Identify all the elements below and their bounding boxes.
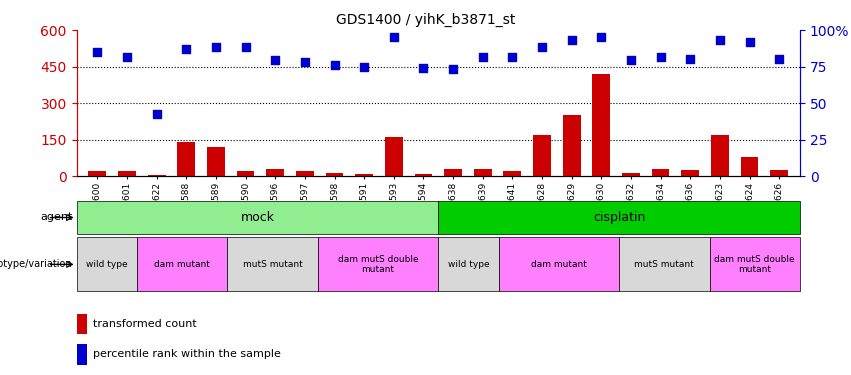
Bar (444, 170, 462, 176)
Bar (77, 237, 137, 291)
Bar (740, 157, 758, 176)
Bar (207, 147, 225, 176)
Point (565, 37, 579, 43)
Point (120, 54, 134, 60)
Point (90, 49, 104, 55)
Point (773, 56, 786, 62)
Bar (118, 171, 136, 176)
Text: mock: mock (241, 211, 274, 224)
Bar (355, 174, 373, 176)
Bar (137, 237, 227, 291)
Point (180, 46, 193, 53)
Text: transformed count: transformed count (93, 319, 197, 329)
Bar (711, 135, 728, 176)
Point (446, 66, 460, 72)
Point (387, 34, 401, 40)
Text: mutS mutant: mutS mutant (635, 260, 694, 269)
Bar (563, 116, 580, 176)
Point (417, 65, 431, 71)
Bar (317, 237, 438, 291)
Point (683, 56, 697, 62)
Point (624, 57, 637, 63)
Text: cisplatin: cisplatin (593, 211, 645, 224)
Point (298, 58, 311, 64)
Bar (177, 142, 195, 176)
Text: dam mutS double
mutant: dam mutS double mutant (715, 255, 795, 274)
Bar (533, 135, 551, 176)
Bar (77, 314, 88, 334)
Point (595, 34, 608, 40)
Text: genotype/variation: genotype/variation (0, 260, 72, 269)
Text: percentile rank within the sample: percentile rank within the sample (93, 350, 280, 359)
Bar (770, 170, 788, 176)
Bar (77, 201, 438, 234)
Point (654, 54, 667, 60)
Point (268, 57, 282, 63)
Bar (77, 344, 88, 364)
Point (713, 37, 727, 43)
Point (239, 44, 253, 50)
Text: dam mutant: dam mutant (154, 260, 210, 269)
Text: wild type: wild type (86, 260, 128, 269)
Point (357, 64, 371, 70)
Bar (148, 175, 166, 176)
Bar (499, 237, 619, 291)
Bar (89, 171, 106, 176)
Bar (438, 237, 499, 291)
Bar (296, 171, 314, 176)
Text: dam mutS double
mutant: dam mutS double mutant (338, 255, 419, 274)
Bar (622, 172, 640, 176)
Bar (414, 174, 432, 176)
Text: wild type: wild type (448, 260, 489, 269)
Point (743, 39, 757, 45)
Bar (385, 137, 403, 176)
Bar (504, 171, 522, 176)
Bar (710, 237, 800, 291)
Point (476, 54, 489, 60)
Point (150, 111, 163, 117)
Point (209, 44, 223, 50)
Text: dam mutant: dam mutant (531, 260, 586, 269)
Bar (438, 201, 800, 234)
Text: agent: agent (40, 213, 72, 222)
Text: GDS1400 / yihK_b3871_st: GDS1400 / yihK_b3871_st (336, 13, 515, 27)
Bar (682, 170, 700, 176)
Point (328, 62, 341, 68)
Bar (237, 171, 254, 176)
Bar (326, 172, 344, 176)
Point (535, 44, 549, 50)
Point (505, 54, 519, 60)
Bar (266, 169, 284, 176)
Bar (474, 169, 492, 176)
Bar (652, 169, 670, 176)
Bar (619, 237, 710, 291)
Bar (227, 237, 317, 291)
Bar (592, 74, 610, 176)
Text: mutS mutant: mutS mutant (243, 260, 302, 269)
